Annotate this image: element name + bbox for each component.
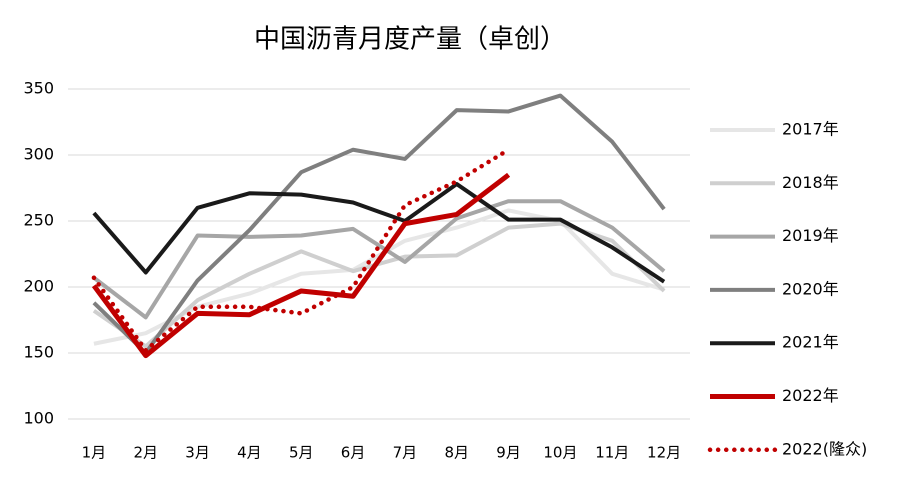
legend-label: 2018年	[782, 173, 839, 192]
y-tick-label: 350	[23, 79, 54, 98]
x-tick-label: 2月	[133, 444, 158, 462]
x-tick-label: 4月	[237, 444, 262, 462]
legend-label: 2020年	[782, 279, 839, 298]
series-line	[92, 93, 666, 355]
y-tick-label: 300	[23, 145, 54, 164]
y-tick-label: 150	[23, 343, 54, 362]
series-line	[91, 172, 511, 359]
y-tick-label: 200	[23, 277, 54, 296]
x-tick-label: 6月	[341, 444, 366, 462]
x-tick-label: 10月	[543, 444, 577, 462]
legend-label: 2022(隆众)	[782, 439, 867, 458]
series-line	[91, 147, 511, 353]
chart-title: 中国沥青月度产量（卓创）	[254, 25, 566, 55]
y-tick-label: 250	[23, 211, 54, 230]
x-tick-label: 7月	[393, 444, 418, 462]
x-tick-label: 12月	[647, 444, 681, 462]
y-tick-label: 100	[23, 409, 54, 428]
x-tick-label: 11月	[595, 444, 629, 462]
x-tick-label: 9月	[496, 444, 521, 462]
series-line	[92, 199, 666, 320]
legend-label: 2021年	[782, 333, 839, 352]
legend-label: 2019年	[782, 226, 839, 245]
series-line	[92, 182, 666, 284]
x-tick-label: 5月	[289, 444, 314, 462]
x-tick-label: 8月	[444, 444, 469, 462]
legend-label: 2017年	[782, 120, 839, 139]
x-tick-label: 1月	[82, 444, 107, 462]
legend-label: 2022年	[782, 386, 839, 405]
x-tick-label: 3月	[185, 444, 210, 462]
series-line	[93, 208, 665, 346]
